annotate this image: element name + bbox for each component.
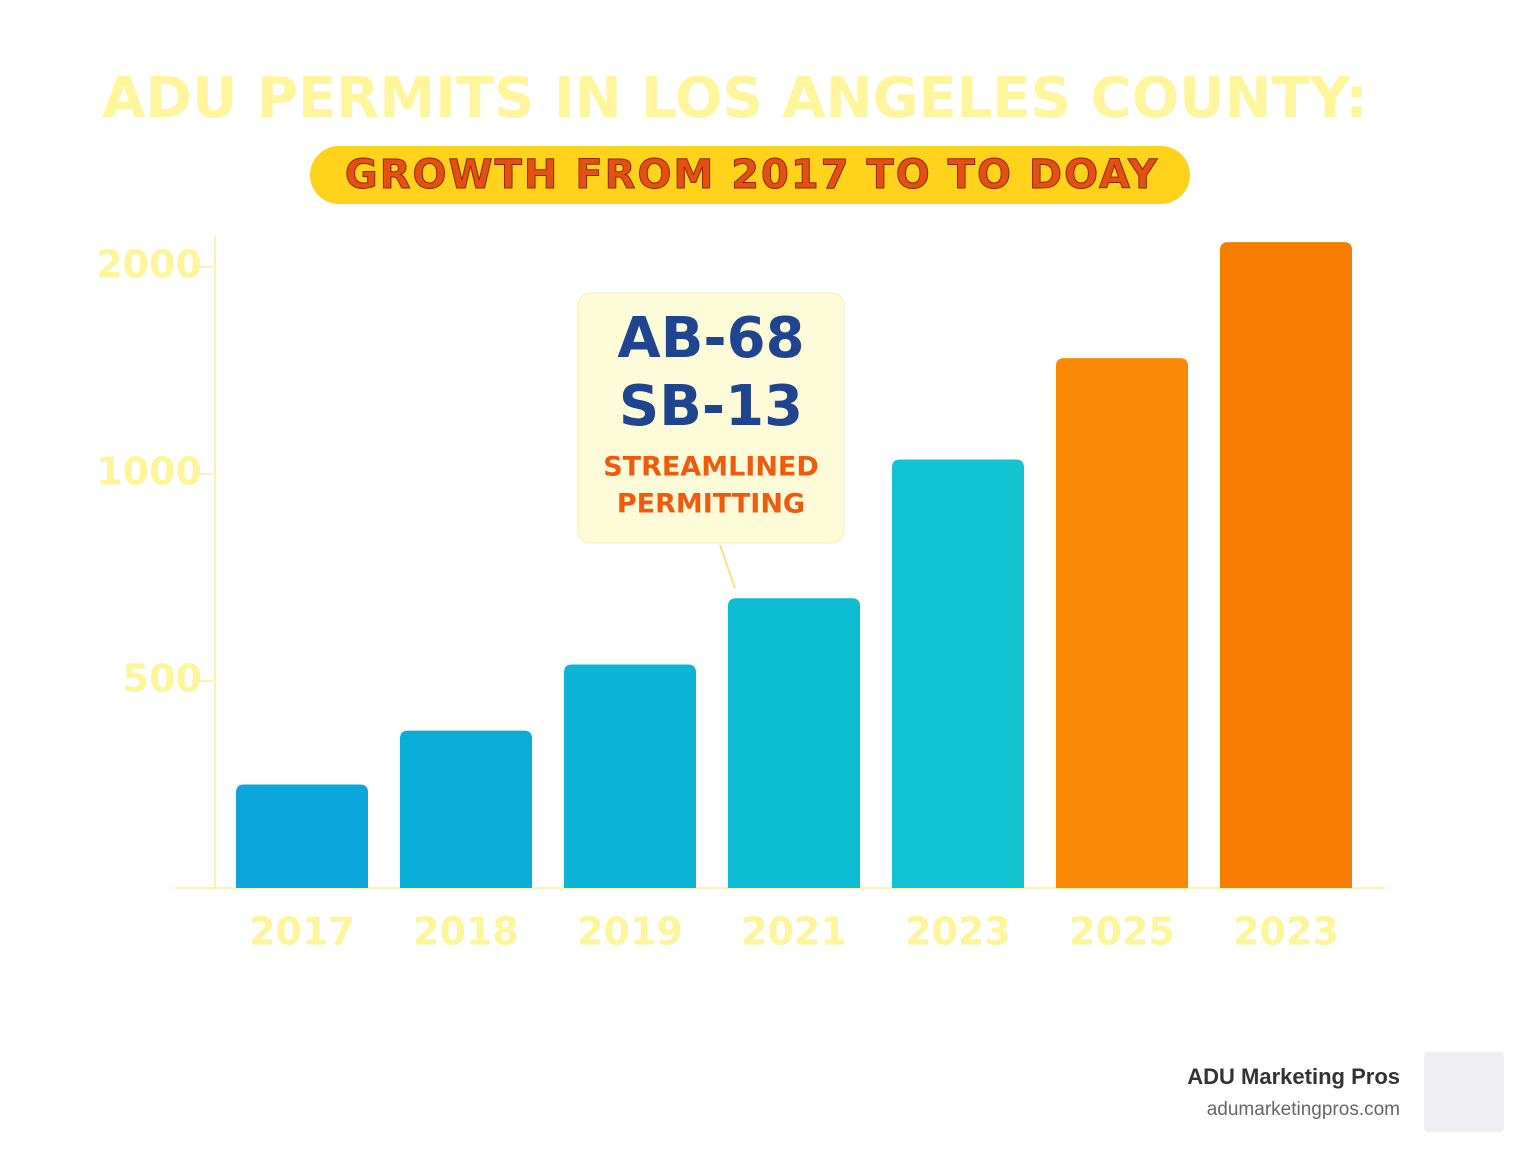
x-tick-label: 2021 <box>741 910 847 954</box>
y-tick-label: 2000 <box>96 243 202 287</box>
x-tick-label: 2023 <box>1233 910 1339 954</box>
brand-url: adumarketingpros.com <box>1207 1099 1400 1120</box>
annotation-text: SB-13 <box>619 374 803 439</box>
x-tick-label: 2017 <box>249 910 355 954</box>
plot-area: 500 1000 2000 2017 2018 2019 2021 2023 2025 2023 <box>96 235 1385 954</box>
annotation-box <box>577 292 845 544</box>
annotation-leader <box>719 544 736 589</box>
bar <box>1056 358 1188 889</box>
annotation-note: STREAMLINED <box>603 452 819 483</box>
annotation-text: AB-68 <box>617 306 804 371</box>
bar <box>892 459 1024 888</box>
annotation-note: PERMITTING <box>617 489 805 520</box>
chart-subtitle: GROWTH FROM 2017 TO TO DOAY <box>345 152 1159 198</box>
x-tick-label: 2018 <box>413 910 519 954</box>
bar <box>400 730 532 888</box>
bar <box>728 598 860 888</box>
brand-logo <box>1424 1052 1504 1132</box>
chart-title: ADU PERMITS IN LOS ANGELES COUNTY: <box>102 66 1368 131</box>
subtitle-pill <box>310 146 1190 204</box>
bar <box>236 784 368 888</box>
x-tick-label: 2023 <box>905 910 1011 954</box>
x-tick-label: 2019 <box>577 910 683 954</box>
y-tick-label: 1000 <box>96 450 202 494</box>
bar <box>564 664 696 888</box>
x-tick-label: 2025 <box>1069 910 1175 954</box>
bar <box>1220 242 1352 888</box>
y-tick-label: 500 <box>123 657 202 701</box>
brand-name: ADU Marketing Pros <box>1187 1064 1400 1089</box>
